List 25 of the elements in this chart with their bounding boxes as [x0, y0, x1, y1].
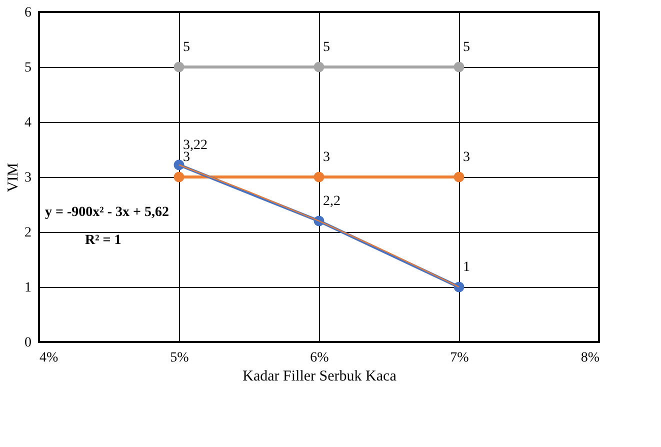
- x-tick-label: 5%: [170, 350, 190, 366]
- data-label: 5: [323, 40, 330, 55]
- data-label: 3: [183, 150, 190, 165]
- x-tick-label: 7%: [450, 350, 470, 366]
- annotation: R² = 1: [85, 233, 122, 248]
- y-tick-label: 3: [24, 170, 32, 186]
- x-tick-label: 8%: [580, 350, 600, 366]
- y-tick-label: 5: [24, 60, 32, 76]
- data-label: 1: [463, 260, 470, 275]
- data-label: 3: [463, 150, 470, 165]
- data-label: 5: [463, 40, 470, 55]
- y-tick-label: 0: [24, 336, 32, 350]
- y-tick-label: 4: [24, 116, 32, 130]
- x-tick-label: 4%: [40, 350, 58, 366]
- y-tick-label: 1: [24, 280, 32, 296]
- y-tick-label: 2: [24, 226, 32, 240]
- y-axis-title: VIM: [6, 162, 22, 192]
- y-tick-label: 6: [24, 6, 32, 20]
- x-tick-label: 6%: [310, 350, 330, 366]
- x-axis-title: Kadar Filler Serbuk Kaca: [242, 368, 397, 384]
- data-label: 3,22: [183, 138, 208, 153]
- data-label: 5: [183, 40, 190, 55]
- annotation: y = -900x² - 3x + 5,62: [45, 205, 169, 220]
- data-label: 3: [323, 150, 330, 165]
- data-label: 2,2: [323, 194, 340, 209]
